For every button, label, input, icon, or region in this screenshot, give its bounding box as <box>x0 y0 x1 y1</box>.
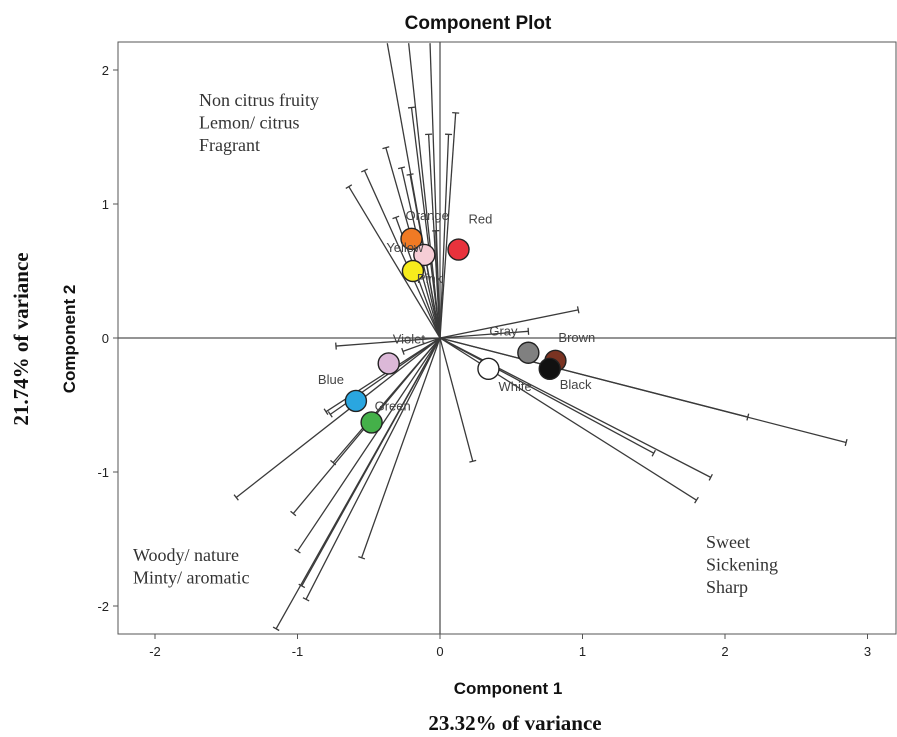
point-red <box>447 238 470 261</box>
loading-vector <box>439 337 655 454</box>
point-label-black: Black <box>560 377 592 392</box>
loading-vector <box>363 170 441 339</box>
annotation-line: Sweet <box>706 532 750 552</box>
loading-vector <box>439 134 450 339</box>
loading-vector <box>361 337 441 558</box>
loading-vector-cap <box>392 215 400 220</box>
loading-vector <box>275 337 441 630</box>
point-green <box>360 411 383 434</box>
y-tick-label: 1 <box>102 197 109 212</box>
annotation-line: Fragrant <box>199 135 260 155</box>
loading-vector <box>410 107 441 339</box>
loading-vector-cap <box>335 342 337 350</box>
annotation-line: Sharp <box>706 577 748 597</box>
x-tick-label: -2 <box>149 644 161 659</box>
loading-vector-cap <box>290 510 297 517</box>
loading-vector-cap <box>401 347 405 355</box>
loading-vector <box>439 112 457 339</box>
x-variance-label: 23.32% of variance <box>428 711 601 735</box>
loading-vector <box>335 337 441 347</box>
loading-vector-cap <box>345 184 353 189</box>
loading-vector-cap <box>302 597 310 602</box>
point-label-brown: Brown <box>558 330 595 345</box>
point-blue <box>344 389 368 413</box>
axis-ticks: -2 -1 0 1 2 3 -2 -1 0 1 2 <box>97 63 871 659</box>
x-axis-title: Component 1 <box>454 679 563 698</box>
annotation-line: Sickening <box>706 555 778 575</box>
data-points: Orange Red Yellow Pink Violet Gray Brown Black W… <box>318 208 595 434</box>
loading-vector <box>348 186 441 339</box>
point-label-orange: Orange <box>406 208 449 223</box>
point-orange <box>400 227 423 251</box>
chart-title: Component Plot <box>405 13 552 34</box>
y-tick-label: 2 <box>102 63 109 78</box>
annotation-line: Non citrus fruity <box>199 90 319 110</box>
loading-vector-cap <box>406 173 414 176</box>
loading-vector-cap <box>323 408 329 415</box>
loading-vector-cap <box>651 449 656 457</box>
loading-vector-cap <box>327 411 333 418</box>
point-label-blue: Blue <box>318 372 344 387</box>
loading-vector <box>296 337 441 552</box>
annotation-line: Minty/ aromatic <box>133 568 249 588</box>
loading-vector <box>305 337 441 600</box>
loading-vector-cap <box>694 496 699 504</box>
y-variance-label: 21.74% of variance <box>9 252 33 425</box>
loading-vector-cap <box>844 438 848 447</box>
point-pink <box>401 259 425 283</box>
y-axis-title: Component 2 <box>60 285 79 394</box>
x-tick-label: 2 <box>721 644 728 659</box>
point-label-yellow: Yellow <box>386 240 424 255</box>
point-label-gray: Gray <box>489 324 518 339</box>
loading-vector-cap <box>358 555 366 560</box>
y-tick-label: 0 <box>102 331 109 346</box>
loading-vector-cap <box>527 327 530 335</box>
loading-vector <box>408 43 441 339</box>
x-tick-label: 1 <box>579 644 586 659</box>
loading-vector <box>439 337 474 462</box>
loading-vector-cap <box>233 494 239 501</box>
loading-vector <box>439 309 579 339</box>
x-tick-label: -1 <box>292 644 304 659</box>
point-label-red: Red <box>469 212 493 227</box>
point-black <box>538 357 561 381</box>
x-tick-label: 0 <box>436 644 443 659</box>
loading-vector-cap <box>298 583 306 589</box>
loading-vector <box>402 337 441 353</box>
loading-vector-cap <box>272 626 280 632</box>
loading-vector-cap <box>576 306 580 314</box>
point-gray <box>517 341 540 364</box>
point-white <box>477 357 500 381</box>
point-label-pink: Pink <box>417 271 443 286</box>
loading-vector-cap <box>330 459 337 466</box>
loading-vector-cap <box>361 168 368 173</box>
point-yellow <box>413 243 436 267</box>
loading-vector-cap <box>469 459 477 463</box>
loading-vector-cap <box>397 166 406 170</box>
loading-vector-cap <box>746 413 750 421</box>
loading-vector <box>439 330 529 339</box>
loading-vector <box>435 230 441 339</box>
loading-vector <box>332 337 441 464</box>
annotation-line: Lemon/ citrus <box>199 113 299 133</box>
loading-vector <box>235 337 441 498</box>
point-violet <box>377 352 400 375</box>
point-label-white: White <box>498 379 531 394</box>
point-label-green: Green <box>375 398 411 413</box>
loading-vector <box>439 337 748 418</box>
loading-vector-cap <box>407 106 416 109</box>
point-label-violet: Violet <box>393 331 426 346</box>
y-tick-label: -2 <box>97 599 109 614</box>
loading-vector-cap <box>382 146 390 150</box>
loading-vector-cap <box>708 473 713 481</box>
annotation-line: Woody/ nature <box>133 545 239 565</box>
x-tick-label: 3 <box>864 644 871 659</box>
loading-vector-cap <box>294 548 301 554</box>
y-tick-label: -1 <box>97 465 109 480</box>
